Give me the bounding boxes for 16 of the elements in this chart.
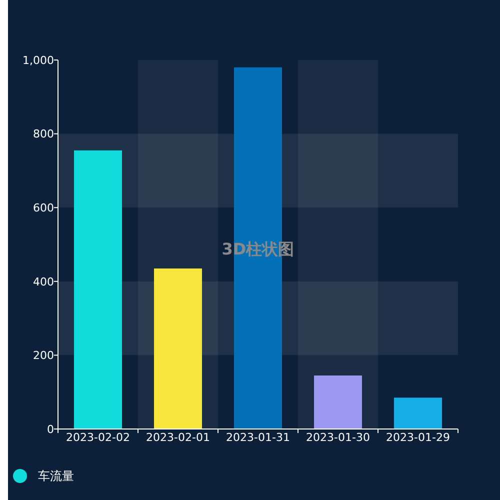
x-tick-label: 2023-01-31: [226, 431, 290, 444]
bar: [74, 150, 122, 429]
y-tick-label: 0: [47, 422, 54, 436]
y-tick-label: 800: [33, 128, 54, 141]
x-tick-label: 2023-01-30: [306, 431, 370, 444]
bar: [314, 375, 362, 429]
x-tick-label: 2023-02-02: [66, 431, 130, 444]
y-tick-label: 200: [33, 349, 54, 362]
bar: [154, 268, 202, 429]
x-tick-label: 2023-01-29: [386, 431, 450, 444]
y-tick-label: 400: [33, 275, 54, 288]
y-tick-label: 1,000: [22, 54, 54, 67]
y-tick-label: 600: [33, 201, 54, 214]
legend-label: 车流量: [38, 469, 74, 484]
x-tick-label: 2023-02-01: [146, 431, 210, 444]
bar: [394, 398, 442, 429]
